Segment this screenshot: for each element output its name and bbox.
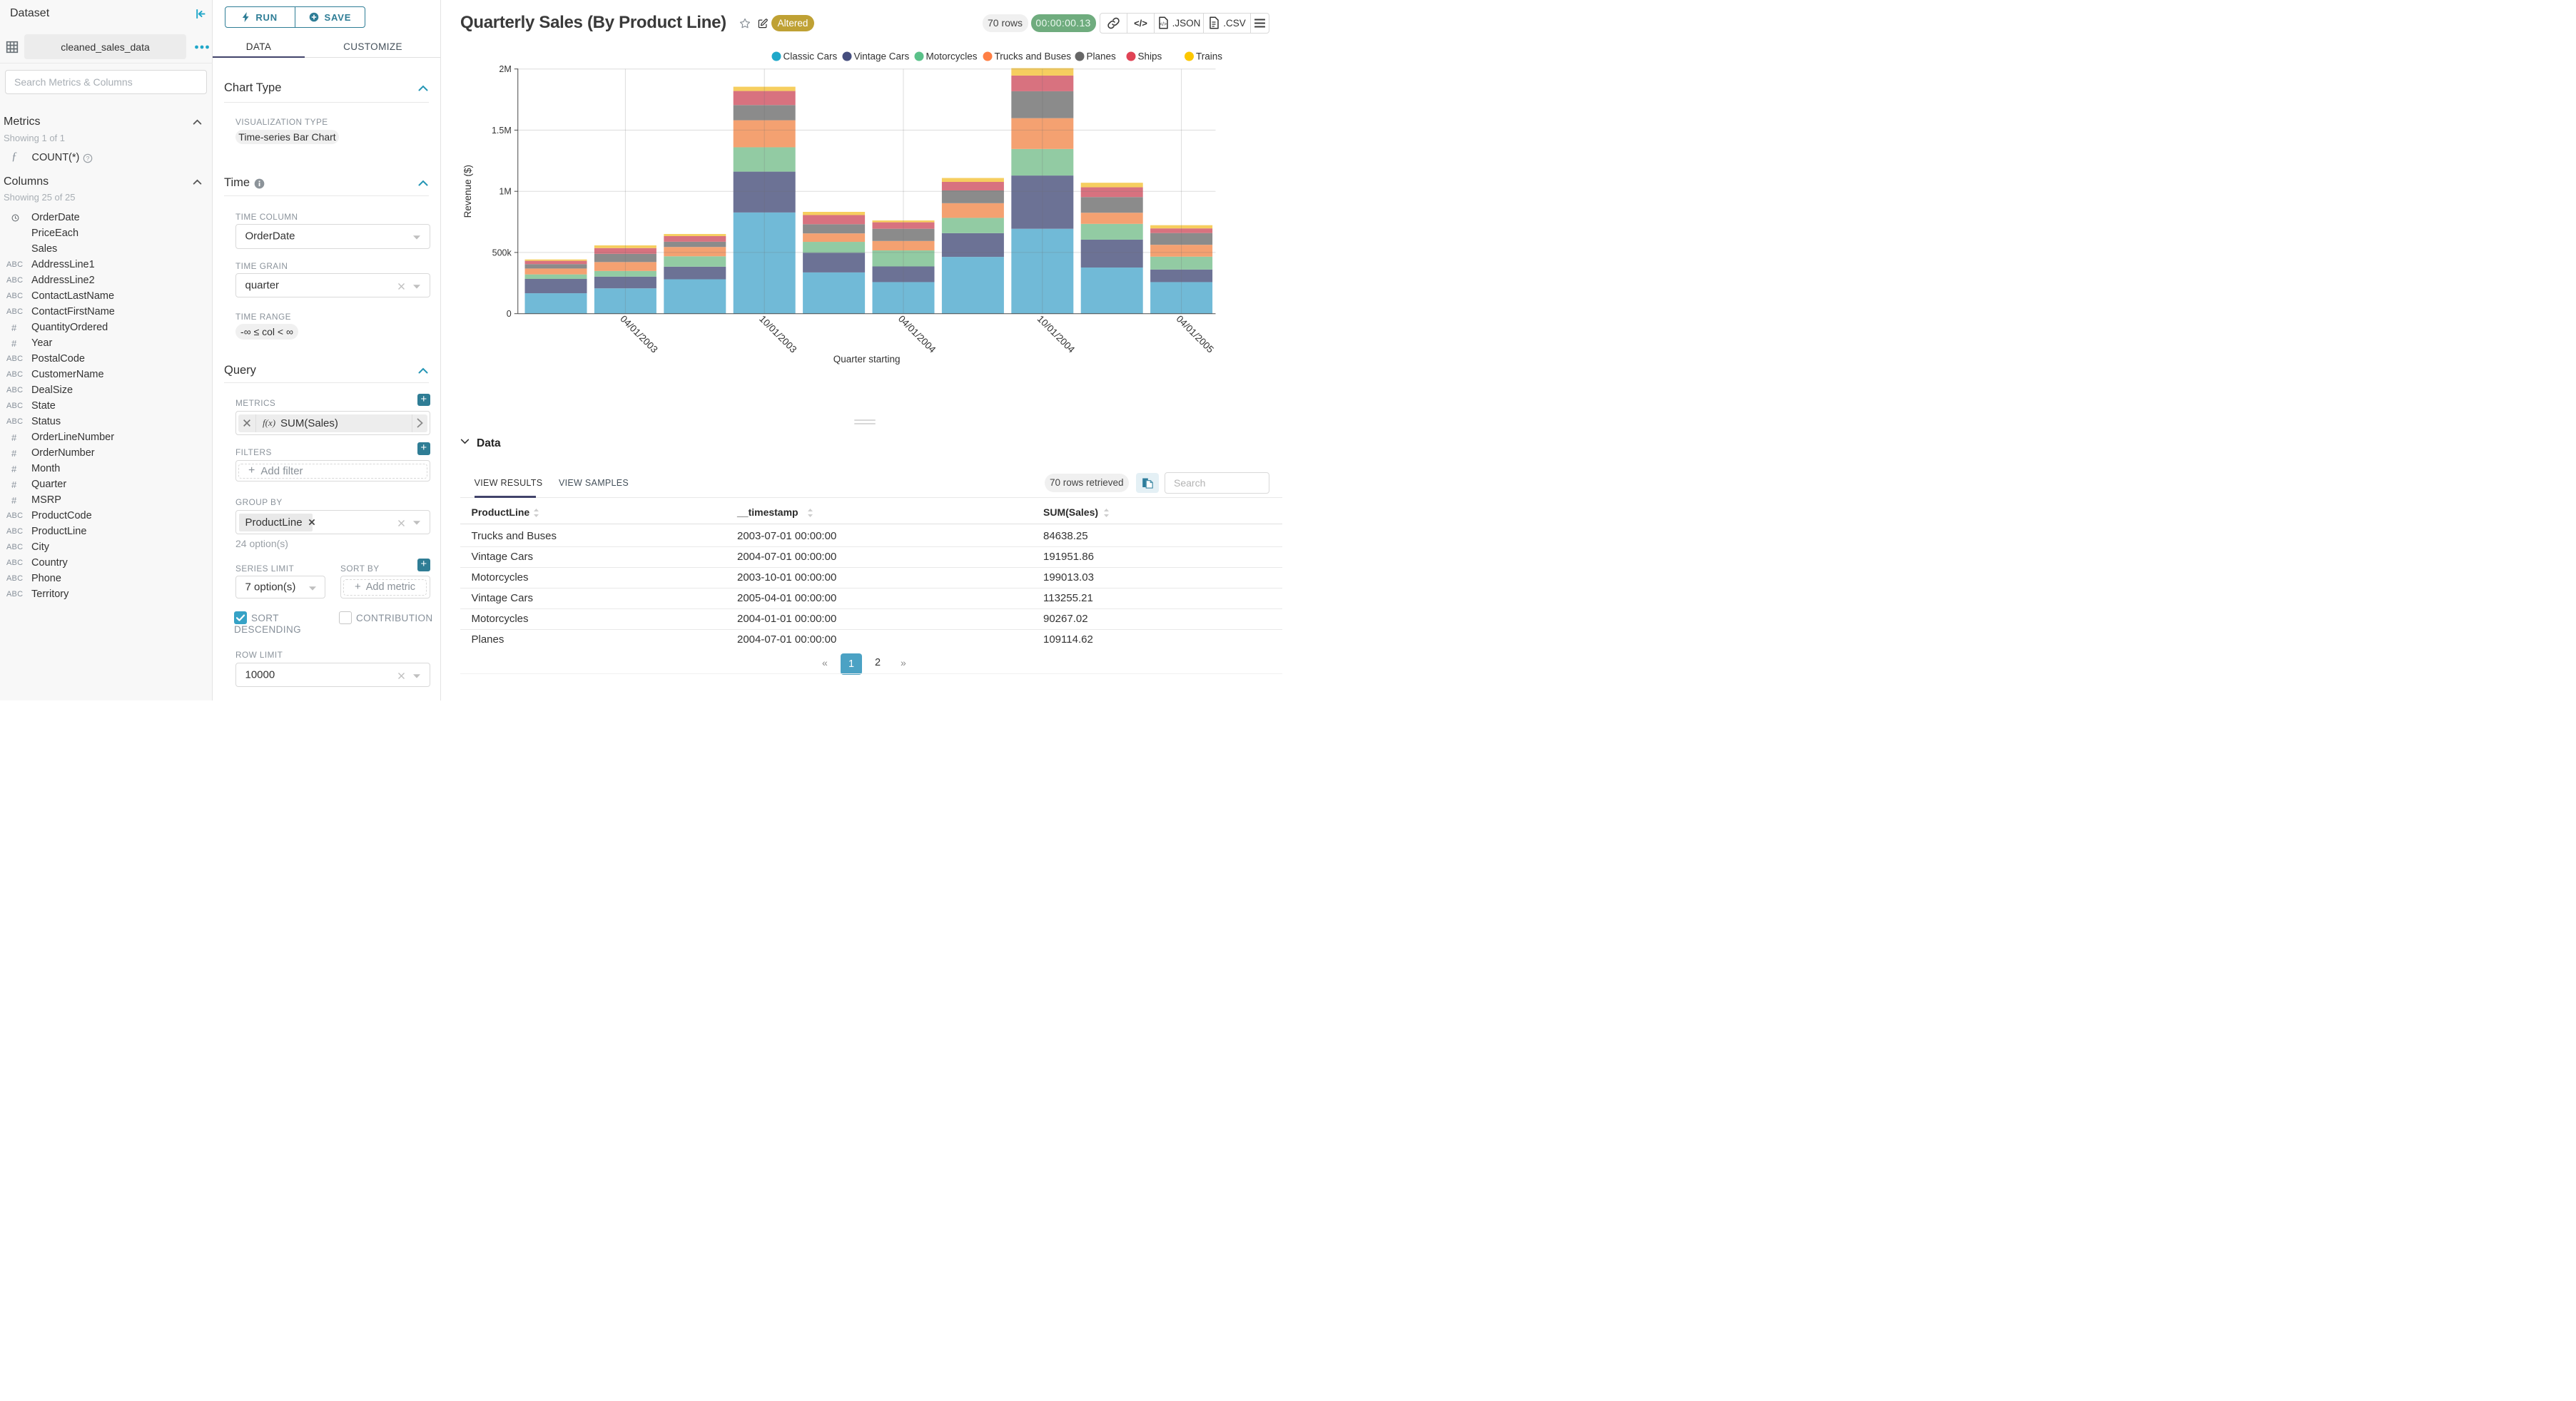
svg-text:1M: 1M bbox=[499, 187, 511, 197]
svg-text:Motorcycles: Motorcycles bbox=[926, 51, 978, 62]
svg-text:Trains: Trains bbox=[1196, 51, 1222, 62]
svg-text:04/01/2003: 04/01/2003 bbox=[618, 313, 659, 355]
svg-text:Classic Cars: Classic Cars bbox=[784, 51, 838, 62]
svg-text:1.5M: 1.5M bbox=[492, 126, 512, 136]
svg-text:Ships: Ships bbox=[1138, 51, 1162, 62]
svg-text:500k: 500k bbox=[492, 248, 512, 258]
svg-text:10/01/2003: 10/01/2003 bbox=[757, 313, 798, 355]
svg-text:?: ? bbox=[86, 155, 90, 162]
svg-text:Vintage Cars: Vintage Cars bbox=[854, 51, 910, 62]
svg-text:Trucks and Buses: Trucks and Buses bbox=[995, 51, 1072, 62]
svg-text:0: 0 bbox=[507, 309, 512, 319]
svg-text:Revenue ($): Revenue ($) bbox=[462, 165, 473, 218]
svg-text:04/01/2005: 04/01/2005 bbox=[1174, 313, 1215, 355]
svg-text:Planes: Planes bbox=[1087, 51, 1117, 62]
svg-text:Quarter starting: Quarter starting bbox=[833, 354, 901, 365]
svg-text:10/01/2004: 10/01/2004 bbox=[1035, 313, 1077, 355]
svg-text:</>: </> bbox=[1160, 22, 1167, 27]
svg-text:04/01/2004: 04/01/2004 bbox=[896, 313, 938, 355]
svg-text:2M: 2M bbox=[499, 64, 511, 74]
